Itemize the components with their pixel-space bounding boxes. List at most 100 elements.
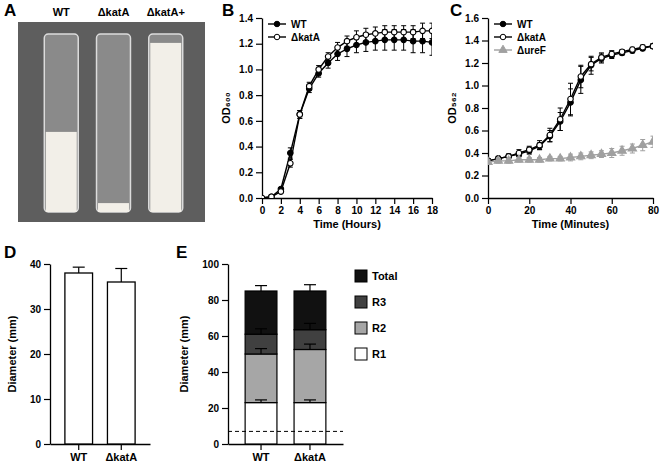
error-bar (527, 147, 532, 154)
error-bar (640, 45, 645, 50)
marker (335, 45, 341, 51)
plot-area (65, 267, 135, 444)
legend-item: ΔkatA (268, 32, 320, 43)
error-bar (651, 44, 654, 49)
marker (525, 155, 533, 162)
marker (649, 137, 653, 144)
legend-label: ΔureF (517, 45, 546, 56)
x-axis-title: Time (Minutes) (532, 218, 610, 230)
tick-mark (319, 198, 320, 204)
axis: 0.00.20.40.60.81.01.21.4 (239, 13, 262, 204)
error-bar (363, 28, 368, 41)
tick-label: WT (70, 451, 87, 463)
tick-label: 1.2 (239, 38, 253, 49)
tick-mark (482, 18, 488, 19)
tube (44, 34, 78, 212)
tick-label: 6 (316, 205, 322, 216)
tick: WT (70, 444, 87, 463)
tick: 14 (389, 198, 401, 216)
threshold-line (228, 431, 343, 432)
axis-line (50, 265, 51, 445)
tick-mark (44, 264, 50, 265)
tick-mark (432, 198, 433, 204)
axis: 024681012141618 (260, 198, 439, 216)
tick-label: 4 (297, 205, 303, 216)
plot-area (228, 285, 343, 444)
tick-label: 0 (35, 439, 41, 450)
marker (618, 146, 626, 153)
tick: 80 (208, 295, 228, 306)
tick: 20 (208, 403, 228, 414)
error-bar (589, 56, 594, 74)
marker (363, 32, 369, 38)
legend-label: ΔkatA (517, 32, 546, 43)
error-bar (255, 400, 267, 403)
tick-mark (482, 153, 488, 154)
plot-area (488, 43, 653, 164)
error-bar (547, 128, 552, 142)
panel-label: D (4, 243, 16, 262)
error-bar (304, 400, 316, 403)
tick-mark (256, 69, 262, 70)
axis-line (488, 19, 489, 199)
marker (325, 54, 331, 60)
tick-label: 40 (208, 367, 220, 378)
foam (46, 132, 77, 212)
tube-label: ΔkatA+ (147, 6, 185, 18)
figure: WTΔkatAΔkatA+A0246810121416180.00.20.40.… (0, 0, 660, 475)
legend: TotalR3R2R1 (355, 270, 397, 360)
marker (269, 194, 275, 198)
foam (150, 43, 181, 212)
tick-mark (653, 198, 654, 204)
bar-segment (294, 291, 326, 330)
tick-mark (78, 444, 79, 450)
marker (650, 43, 653, 49)
error-bar (326, 53, 331, 61)
marker (537, 142, 543, 148)
marker (262, 195, 265, 198)
tick-label: 12 (370, 205, 382, 216)
axis-line (263, 198, 433, 199)
legend-item: R1 (355, 348, 386, 360)
tick-mark (256, 95, 262, 96)
series-line (488, 46, 653, 161)
series-line (262, 40, 432, 198)
tick-mark (482, 198, 488, 199)
error-bar (304, 344, 316, 349)
marker (556, 154, 564, 161)
tick-label: 2 (279, 205, 285, 216)
panel-label: E (176, 243, 187, 262)
tick: 1.2 (239, 38, 262, 49)
tick: 1.4 (239, 13, 262, 24)
tick-label: 80 (208, 295, 220, 306)
error-bar (589, 57, 594, 71)
tick: 6 (316, 198, 322, 216)
tick-mark (222, 336, 228, 337)
axis-line (228, 265, 229, 445)
tick: 18 (427, 198, 439, 216)
tick: 40 (565, 198, 577, 216)
legend-label: R3 (372, 296, 386, 308)
tick-label: 0.8 (239, 90, 253, 101)
tick: 4 (297, 198, 303, 216)
tick-label: 0.8 (465, 103, 479, 114)
bar-segment (294, 403, 326, 444)
series-line (262, 31, 432, 198)
marker (382, 29, 388, 35)
marker (599, 55, 605, 61)
tick-label: 20 (30, 349, 42, 360)
legend-label: WT (517, 19, 533, 30)
marker (410, 29, 416, 35)
tick: 0.6 (465, 125, 488, 136)
tick-label: 30 (30, 304, 42, 315)
tick: 0.0 (465, 193, 488, 204)
error-bar (304, 285, 316, 291)
y-axis-title: Diameter (mm) (178, 315, 190, 392)
marker (429, 40, 432, 46)
tick-label: ΔkatA (294, 451, 326, 463)
tick-label: WT (252, 451, 269, 463)
marker (488, 157, 492, 164)
tick: 1.4 (465, 35, 488, 46)
tick-label: 8 (335, 205, 341, 216)
marker (650, 43, 653, 49)
